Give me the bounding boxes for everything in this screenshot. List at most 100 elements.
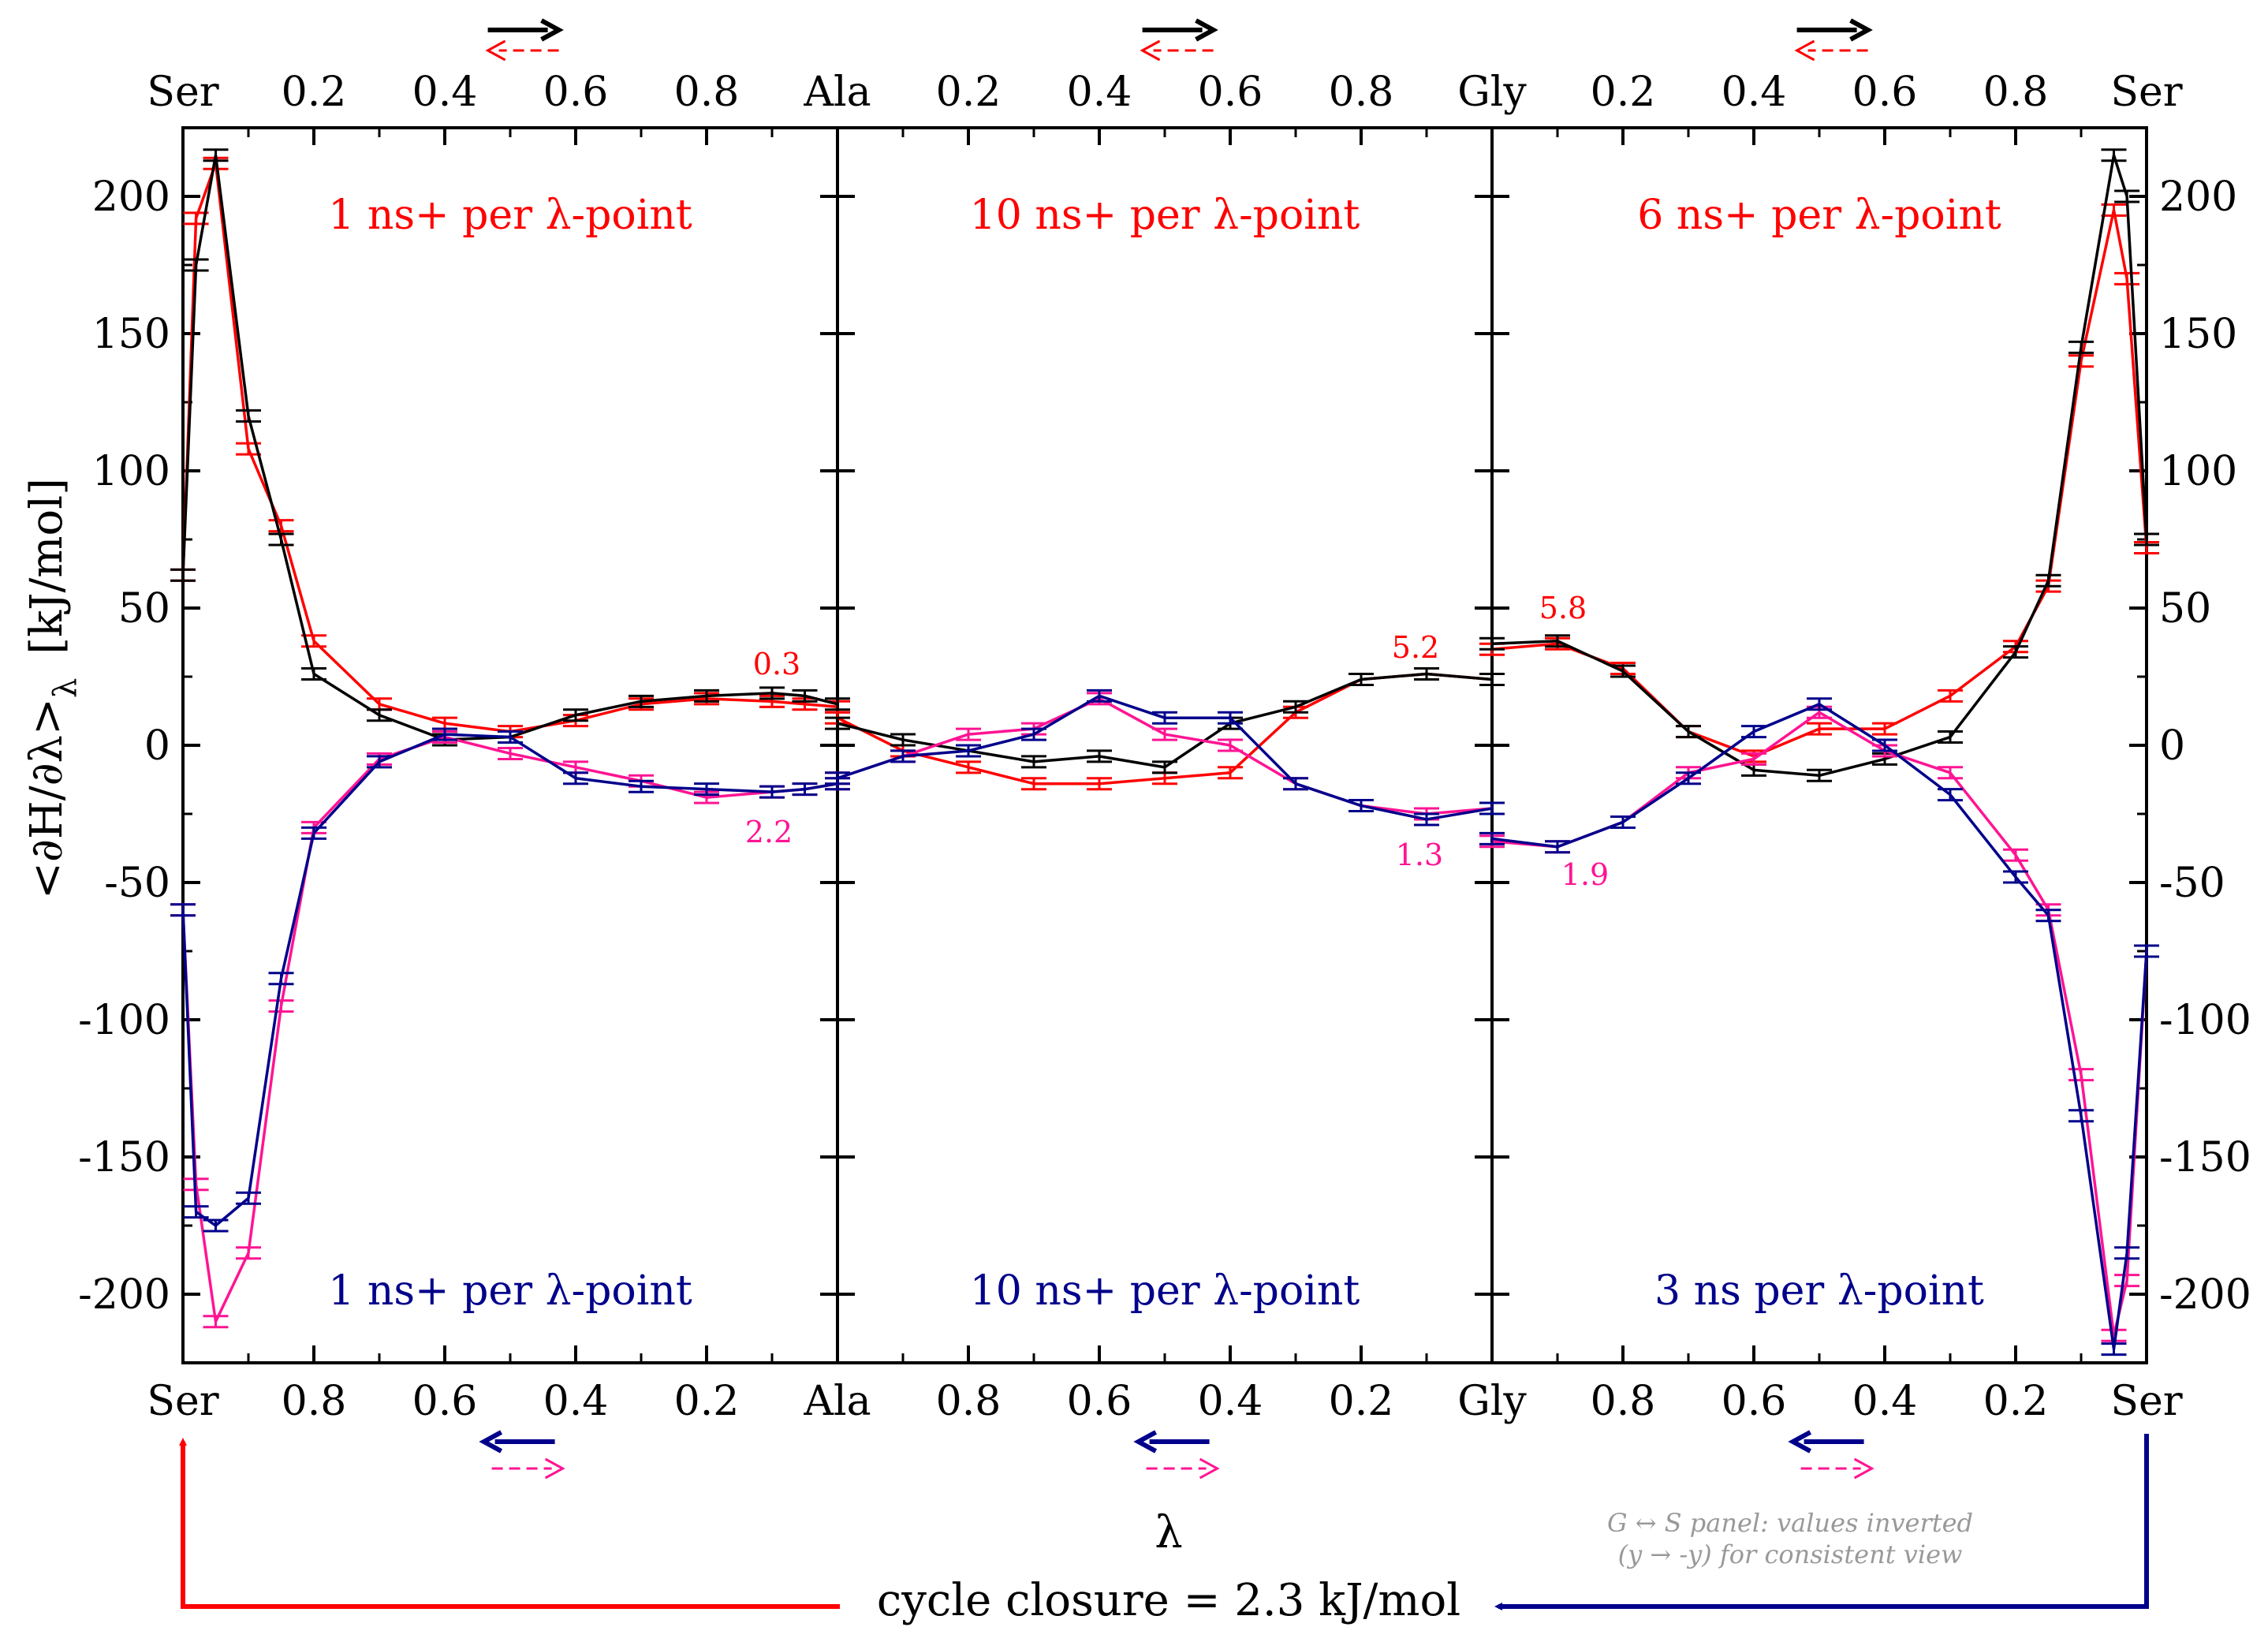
backward-arrow-top — [1794, 39, 1868, 62]
forward-value-label: 0.3 — [753, 647, 800, 681]
backward-arrow-top — [1140, 39, 1214, 62]
x-tick-label-bottom: Gly — [1457, 1378, 1527, 1425]
y-tick-label-right: -150 — [2159, 1134, 2251, 1181]
y-tick-label-right: 0 — [2159, 722, 2185, 770]
reverse-arrow-bottom-dashed-head — [1853, 1457, 1874, 1480]
forward-arrow-top — [487, 18, 564, 42]
y-axis-title: <∂H/∂λ>λ [kJ/mol] — [21, 478, 84, 899]
x-tick-label-top: 0.2 — [936, 69, 1002, 116]
x-tick-label-bottom: 0.8 — [282, 1378, 347, 1425]
y-tick-label-left: 150 — [92, 311, 170, 358]
x-tick-label-bottom: Ala — [803, 1378, 871, 1425]
forward-arrow-top-head — [1195, 18, 1218, 42]
plot-layer — [170, 18, 2159, 1480]
x-tick-label-bottom: 0.6 — [412, 1378, 478, 1425]
panel-top-label: 10 ns+ per λ-point — [970, 192, 1360, 239]
x-tick-label-bottom: 0.8 — [936, 1378, 1002, 1425]
forward-arrow-top-head — [1849, 18, 1873, 42]
y-tick-label-left: -200 — [78, 1271, 170, 1319]
series-line — [1491, 208, 2148, 758]
x-tick-label-bottom: 0.2 — [1983, 1378, 2049, 1425]
forward-arrow-top — [1142, 18, 1218, 42]
x-tick-label-bottom: 0.6 — [1067, 1378, 1132, 1425]
x-tick-label-bottom: 0.4 — [543, 1378, 609, 1425]
x-tick-label-bottom: 0.8 — [1591, 1378, 1656, 1425]
panel-top-label: 1 ns+ per λ-point — [328, 192, 692, 239]
x-tick-label-bottom: Ser — [147, 1378, 218, 1425]
reverse-arrow-bottom — [479, 1430, 555, 1454]
y-tick-label-right: 100 — [2159, 448, 2237, 495]
y-tick-label-right: 50 — [2159, 585, 2211, 633]
x-tick-label-top: 0.8 — [674, 69, 740, 116]
x-tick-label-top: 0.2 — [282, 69, 347, 116]
x-tick-label-top: 0.4 — [1067, 69, 1132, 116]
y-tick-label-right: -50 — [2159, 860, 2225, 907]
x-tick-label-bottom: 0.2 — [674, 1378, 740, 1425]
cycle-closure-left-arrow — [179, 1438, 840, 1609]
inversion-note-line-1: G ↔ S panel: values inverted — [1607, 1508, 1973, 1538]
y-tick-label-left: 50 — [118, 585, 170, 633]
y-tick-label-left: -100 — [78, 997, 170, 1044]
reverse-arrow-bottom-head — [479, 1430, 503, 1454]
reverse-arrow-bottom-dashed-head — [544, 1457, 565, 1480]
series-line — [1491, 711, 2148, 1337]
forward-value-label: 5.8 — [1539, 591, 1587, 625]
x-tick-label-top: 0.2 — [1591, 69, 1656, 116]
x-tick-label-top: Ser — [2110, 69, 2182, 116]
reverse-value-label: 1.9 — [1561, 857, 1609, 892]
reverse-arrow-bottom — [1788, 1430, 1864, 1454]
x-tick-label-top: Gly — [1457, 69, 1527, 116]
backward-arrow-top — [485, 39, 559, 62]
y-axis-title-main: <∂H/∂λ> — [21, 698, 73, 899]
reverse-value-label: 1.3 — [1396, 838, 1443, 872]
y-tick-label-left: -50 — [104, 860, 170, 907]
x-tick-label-top: Ser — [147, 69, 218, 116]
x-tick-label-top: 0.6 — [543, 69, 609, 116]
series-line — [181, 735, 838, 1323]
series-line — [181, 162, 838, 733]
y-axis-title-subscript: λ — [47, 678, 84, 698]
inversion-note-line-2: (y → -y) for consistent view — [1618, 1539, 1963, 1569]
reverse-arrow-bottom-dashed — [1800, 1457, 1874, 1480]
y-tick-label-left: 200 — [92, 174, 170, 221]
series-line — [1491, 703, 2148, 1351]
forward-arrow-top — [1796, 18, 1873, 42]
x-tick-label-top: 0.6 — [1198, 69, 1263, 116]
backward-arrow-top-head — [1140, 39, 1161, 62]
x-tick-label-top: 0.8 — [1983, 69, 2049, 116]
reverse-arrow-bottom-head — [1788, 1430, 1812, 1454]
reverse-arrow-bottom-head — [1133, 1430, 1158, 1454]
reverse-arrow-bottom-dashed — [1146, 1457, 1220, 1480]
cycle-closure-label: cycle closure = 2.3 kJ/mol — [877, 1575, 1460, 1626]
reverse-arrow-bottom-dashed-head — [1199, 1457, 1220, 1480]
forward-value-label: 5.2 — [1392, 630, 1439, 665]
y-tick-label-left: 0 — [144, 722, 170, 770]
x-axis-title: λ — [1155, 1507, 1183, 1558]
x-tick-label-bottom: 0.4 — [1198, 1378, 1263, 1425]
x-tick-label-top: 0.4 — [1722, 69, 1787, 116]
forward-arrow-top-head — [540, 18, 564, 42]
x-tick-label-bottom: 0.4 — [1852, 1378, 1918, 1425]
reverse-arrow-bottom — [1133, 1430, 1210, 1454]
reverse-value-label: 2.2 — [745, 815, 793, 849]
x-tick-label-top: Ala — [803, 69, 871, 116]
y-tick-label-left: 100 — [92, 448, 170, 495]
y-tick-label-right: 150 — [2159, 311, 2237, 358]
series-line — [181, 154, 838, 741]
panel-bottom-label: 10 ns+ per λ-point — [970, 1267, 1360, 1315]
x-tick-label-bottom: 0.6 — [1722, 1378, 1787, 1425]
panel-top-label: 6 ns+ per λ-point — [1637, 192, 2001, 239]
backward-arrow-top-head — [1794, 39, 1815, 62]
backward-arrow-top-head — [485, 39, 506, 62]
y-axis-title-unit: [kJ/mol] — [21, 478, 73, 655]
cycle-closure-right-arrow — [1494, 1434, 2149, 1610]
x-tick-label-bottom: 0.2 — [1329, 1378, 1394, 1425]
y-tick-label-right: 200 — [2159, 174, 2237, 221]
panel-bottom-label: 3 ns per λ-point — [1654, 1267, 1984, 1315]
x-tick-label-top: 0.8 — [1329, 69, 1394, 116]
x-tick-label-top: 0.6 — [1852, 69, 1918, 116]
series-line — [1491, 154, 2148, 778]
y-tick-label-right: -200 — [2159, 1271, 2251, 1319]
reverse-arrow-bottom-dashed — [491, 1457, 565, 1480]
